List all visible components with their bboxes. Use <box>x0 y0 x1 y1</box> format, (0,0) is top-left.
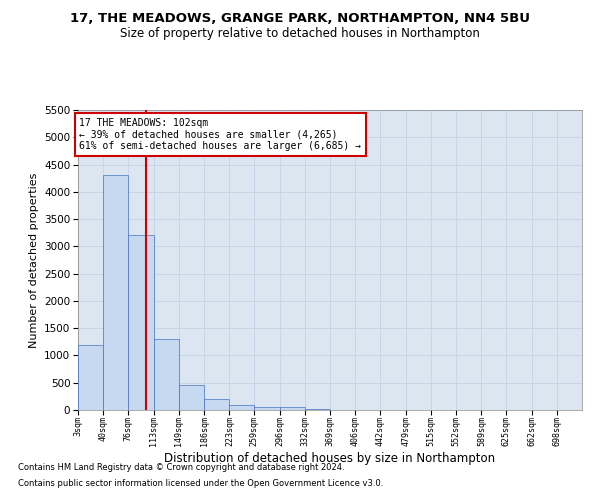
Text: Size of property relative to detached houses in Northampton: Size of property relative to detached ho… <box>120 28 480 40</box>
Bar <box>179 386 204 410</box>
Text: 17 THE MEADOWS: 102sqm
← 39% of detached houses are smaller (4,265)
61% of semi-: 17 THE MEADOWS: 102sqm ← 39% of detached… <box>79 118 361 152</box>
Bar <box>254 408 280 410</box>
Text: 17, THE MEADOWS, GRANGE PARK, NORTHAMPTON, NN4 5BU: 17, THE MEADOWS, GRANGE PARK, NORTHAMPTO… <box>70 12 530 26</box>
Bar <box>154 339 179 410</box>
Text: Contains HM Land Registry data © Crown copyright and database right 2024.: Contains HM Land Registry data © Crown c… <box>18 464 344 472</box>
Bar <box>128 236 154 410</box>
Y-axis label: Number of detached properties: Number of detached properties <box>29 172 38 348</box>
Bar <box>103 176 128 410</box>
Bar <box>78 344 103 410</box>
X-axis label: Distribution of detached houses by size in Northampton: Distribution of detached houses by size … <box>164 452 496 465</box>
Text: Contains public sector information licensed under the Open Government Licence v3: Contains public sector information licen… <box>18 478 383 488</box>
Bar <box>280 408 305 410</box>
Bar <box>204 399 229 410</box>
Bar <box>229 404 254 410</box>
